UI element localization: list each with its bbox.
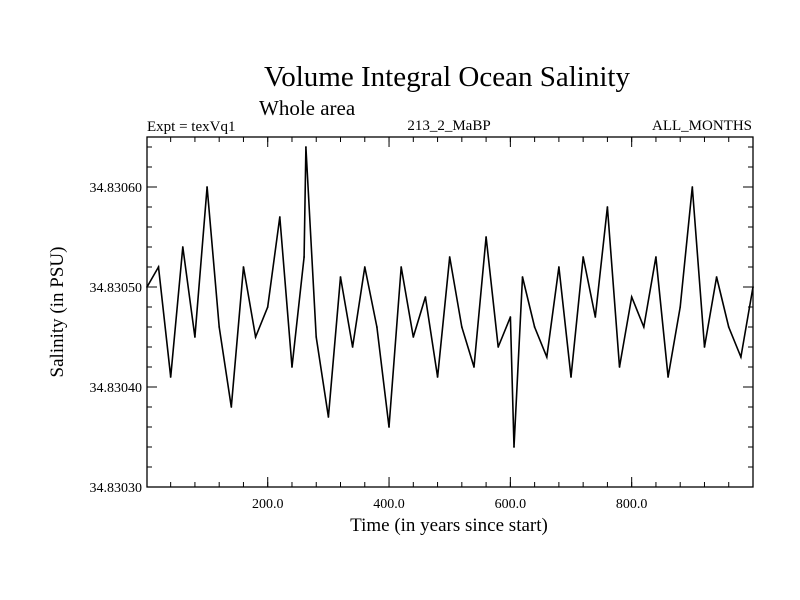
experiment-label: Expt = texVq1 xyxy=(147,119,235,135)
data-point xyxy=(703,346,706,348)
data-point xyxy=(448,256,451,258)
plot-frame xyxy=(146,136,754,488)
data-point xyxy=(254,336,257,338)
data-point xyxy=(327,416,330,418)
data-point xyxy=(436,376,439,378)
data-point xyxy=(642,326,645,328)
data-point xyxy=(424,296,427,298)
data-point xyxy=(691,186,694,188)
data-point xyxy=(667,376,669,378)
data-point xyxy=(339,276,342,278)
data-point xyxy=(557,266,560,268)
data-point xyxy=(315,336,318,338)
data-point xyxy=(715,276,718,278)
data-point xyxy=(291,366,293,368)
data-point xyxy=(218,326,221,328)
data-point xyxy=(388,426,390,428)
data-point xyxy=(582,256,585,258)
data-point xyxy=(618,366,621,368)
data-point xyxy=(376,326,378,328)
data-point xyxy=(266,306,269,308)
data-point xyxy=(303,256,306,258)
data-point xyxy=(206,186,208,188)
data-point xyxy=(655,256,657,258)
months-label: ALL_MONTHS xyxy=(652,118,752,134)
data-point xyxy=(363,266,366,268)
x-tick-label: 800.0 xyxy=(616,497,648,512)
data-point xyxy=(400,266,403,268)
y-tick-label: 34.83040 xyxy=(90,381,143,396)
data-point xyxy=(485,236,487,238)
data-point xyxy=(194,336,196,338)
data-point xyxy=(630,296,633,298)
data-point xyxy=(412,336,415,338)
data-point xyxy=(521,276,524,278)
data-point xyxy=(739,356,742,358)
data-point xyxy=(497,346,500,348)
x-tick-label: 400.0 xyxy=(373,497,405,512)
data-series xyxy=(146,146,754,448)
data-point xyxy=(545,356,548,358)
data-point xyxy=(169,376,172,378)
data-point xyxy=(727,326,730,328)
run-id-label: 213_2_MaBP xyxy=(407,118,490,134)
data-point xyxy=(230,406,233,408)
y-tick-label: 34.83050 xyxy=(90,281,143,296)
data-point xyxy=(679,306,682,308)
data-point xyxy=(594,316,597,318)
x-axis-label: Time (in years since start) xyxy=(350,515,548,536)
data-point xyxy=(533,326,536,328)
x-tick-label: 600.0 xyxy=(495,497,527,512)
data-point xyxy=(305,146,307,148)
y-tick-label: 34.83030 xyxy=(90,481,143,496)
data-point xyxy=(570,376,572,378)
data-point xyxy=(513,446,515,448)
data-point xyxy=(181,246,184,248)
chart-subtitle: Whole area xyxy=(259,96,356,120)
data-point xyxy=(509,316,512,318)
data-point xyxy=(157,266,160,268)
axis-ticks: 34.83030 34.83040 34.83050 34.83060 200.0 400… xyxy=(90,137,754,512)
y-axis-label: Salinity (in PSU) xyxy=(47,247,68,378)
x-tick-label: 200.0 xyxy=(252,497,284,512)
y-tick-label: 34.83060 xyxy=(90,181,143,196)
data-point xyxy=(351,346,354,348)
data-point xyxy=(606,206,609,208)
data-point xyxy=(473,366,475,368)
salinity-series-line xyxy=(146,146,754,448)
chart-title: Volume Integral Ocean Salinity xyxy=(264,61,630,93)
data-point xyxy=(460,326,463,328)
data-point xyxy=(278,216,281,218)
data-point xyxy=(242,266,245,268)
